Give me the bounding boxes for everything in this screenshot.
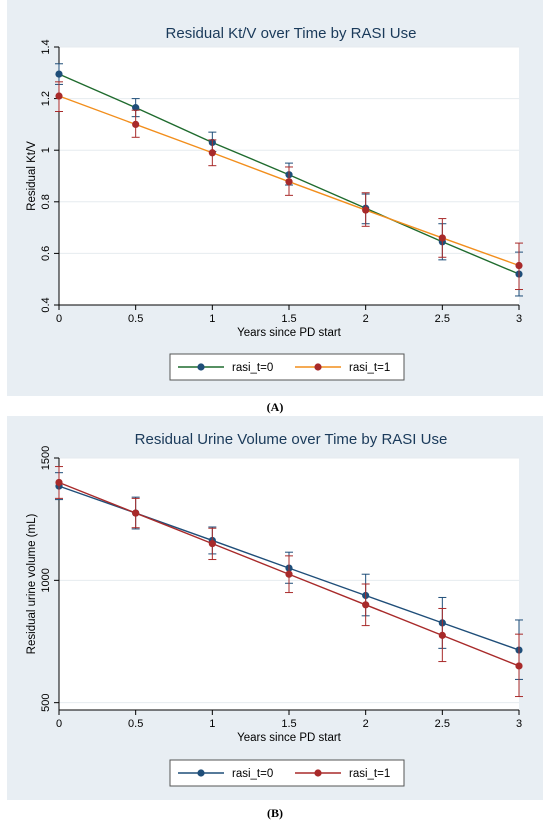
data-point xyxy=(285,570,293,578)
legend-label: rasi_t=0 xyxy=(232,362,273,374)
data-point xyxy=(208,540,216,548)
x-tick-label: 1 xyxy=(209,313,215,325)
y-tick-label: 0.4 xyxy=(40,297,52,312)
data-point xyxy=(132,120,140,128)
legend-marker xyxy=(197,769,205,777)
y-tick-label: 500 xyxy=(40,693,52,711)
data-point xyxy=(208,149,216,157)
x-tick-label: 1 xyxy=(209,718,215,730)
x-tick-label: 1.5 xyxy=(281,718,296,730)
caption-b: (B) xyxy=(267,806,283,820)
y-tick-label: 1.2 xyxy=(40,91,52,106)
y-tick-label: 0.6 xyxy=(40,246,52,261)
chart-panel-a: Residual Kt/V over Time by RASI Use 0.4 0.… xyxy=(7,0,543,396)
legend-label: rasi_t=0 xyxy=(232,768,273,780)
data-point xyxy=(438,234,446,242)
y-tick-label: 1500 xyxy=(40,446,52,470)
chart-title: Residual Urine Volume over Time by RASI … xyxy=(135,431,448,448)
y-tick-label: 1.4 xyxy=(40,39,52,54)
x-tick-label: 0.5 xyxy=(128,718,143,730)
x-tick-label: 2 xyxy=(363,313,369,325)
legend-label: rasi_t=1 xyxy=(349,768,390,780)
data-point xyxy=(515,261,523,270)
y-tick-label: 1 xyxy=(40,147,52,153)
legend-marker xyxy=(314,363,322,371)
x-tick-label: 3 xyxy=(516,313,522,325)
chart-panel-b: Residual Urine Volume over Time by RASI … xyxy=(7,416,543,800)
data-point xyxy=(55,478,63,487)
data-point xyxy=(362,601,370,609)
y-tick-label: 1000 xyxy=(40,568,52,592)
chart-a-svg: Residual Kt/V over Time by RASI Use 0.4 0.… xyxy=(26,25,523,381)
x-tick-label: 0 xyxy=(56,718,62,730)
x-tick-label: 3 xyxy=(516,718,522,730)
chart-title: Residual Kt/V over Time by RASI Use xyxy=(166,25,417,42)
data-point xyxy=(438,631,446,639)
data-point xyxy=(285,178,293,186)
data-point xyxy=(55,92,63,100)
y-axis-label: Residual Kt/V xyxy=(26,141,38,211)
legend-marker xyxy=(197,363,205,371)
data-point xyxy=(55,70,63,78)
x-tick-label: 0 xyxy=(56,313,62,325)
x-axis-label: Years since PD start xyxy=(237,327,342,339)
legend-label: rasi_t=1 xyxy=(349,362,390,374)
x-axis-label: Years since PD start xyxy=(237,732,342,744)
x-tick-label: 2.5 xyxy=(435,718,450,730)
x-tick-label: 2.5 xyxy=(435,313,450,325)
data-point xyxy=(362,206,370,214)
legend-marker xyxy=(314,769,322,777)
data-point xyxy=(132,509,140,517)
data-point xyxy=(132,104,140,112)
data-point xyxy=(515,662,523,670)
chart-b-svg: Residual Urine Volume over Time by RASI … xyxy=(26,431,523,787)
caption-a: (A) xyxy=(266,400,284,414)
x-tick-label: 2 xyxy=(363,718,369,730)
y-tick-label: 0.8 xyxy=(40,194,52,209)
y-axis-label: Residual urine volume (mL) xyxy=(26,514,38,655)
x-tick-label: 0.5 xyxy=(128,313,143,325)
x-tick-label: 1.5 xyxy=(281,313,296,325)
